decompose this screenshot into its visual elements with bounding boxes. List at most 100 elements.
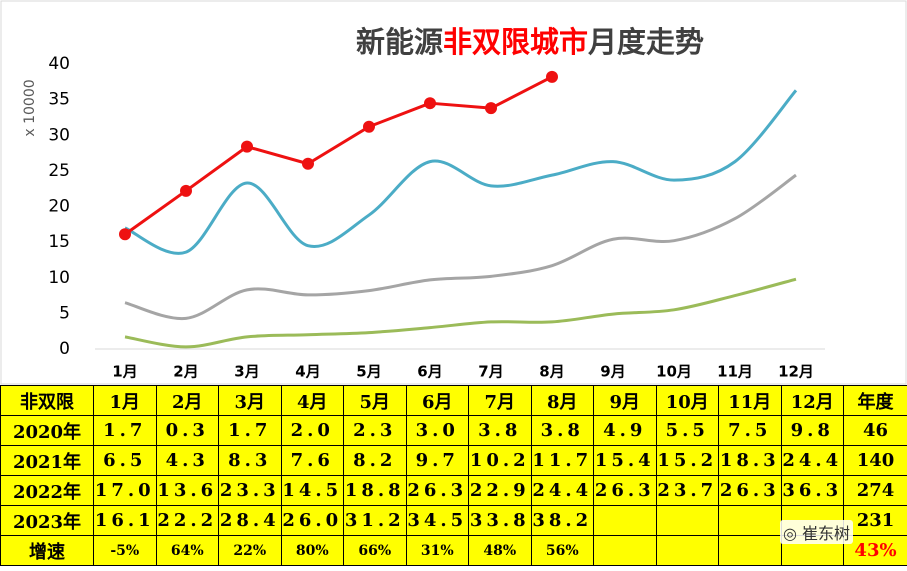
y-tick-label: 25 [48,161,70,181]
value-cell: 26.3 [718,475,782,506]
value-cell: 24.4 [780,445,844,476]
growth-cell: 66% [343,535,407,566]
data-point [180,184,192,197]
value-cell: 18.3 [718,445,782,476]
value-cell: 36.3 [780,475,844,506]
value-cell: 33.8 [468,505,532,536]
growth-cell [718,535,782,566]
value-cell: 3.0 [405,415,469,446]
x-tick-label: 5月 [356,363,381,381]
data-point [363,120,375,133]
header-cell: 9月 [593,385,657,416]
header-cell: 10月 [655,385,719,416]
header-cell: 8月 [530,385,594,416]
x-tick-label: 12月 [778,363,814,381]
header-cell: 1月 [93,385,157,416]
x-tick-label: 11月 [717,363,753,381]
series-line [124,277,797,349]
value-cell: 38.2 [530,505,594,536]
y-tick-label: 35 [48,90,70,110]
value-cell: 5.5 [655,415,719,446]
y-tick-label: 10 [48,268,70,288]
x-tick-label: 8月 [539,363,564,381]
value-cell: 4.3 [155,445,219,476]
x-tick-label: 10月 [656,363,692,381]
header-cell: 11月 [718,385,782,416]
header-cell: 5月 [343,385,407,416]
x-tick-label: 3月 [234,363,259,381]
row-label: 2023年 [0,505,94,536]
series-line [124,89,798,255]
value-cell [655,505,719,536]
header-cell: 4月 [280,385,344,416]
table-row: 非双限 1月 2月 3月 4月 5月 6月 7月 8月 9月 10月 11月 12月 年度 [0,385,907,416]
watermark: ◎ 崔东树 [780,520,854,544]
value-cell: 16.1 [93,505,157,536]
value-cell: 31.2 [343,505,407,536]
row-label: 2021年 [0,445,94,476]
chart-title: 新能源非双限城市月度走势 [356,25,704,59]
y-tick-label: 20 [48,197,70,217]
value-cell: 1.7 [218,415,282,446]
growth-cell: 56% [530,535,594,566]
growth-cell: 48% [468,535,532,566]
growth-cell [593,535,657,566]
chart: 新能源非双限城市月度走势 x 10000 0 5 10 15 20 25 30 35 40 1月 2… [0,0,907,385]
header-cell: 7月 [468,385,532,416]
x-tick-label: 6月 [417,363,442,381]
table-row: 2022年 17.0 13.6 23.3 14.5 18.8 26.3 22.9 24.4 26.… [0,475,907,506]
y-tick-label: 40 [48,54,70,74]
value-cell: 9.8 [780,415,844,446]
value-cell: 22.9 [468,475,532,506]
header-cell: 年度 [843,385,907,416]
x-tick-label: 9月 [600,363,625,381]
row-label: 2020年 [0,415,94,446]
data-point [485,102,497,115]
value-cell: 9.7 [405,445,469,476]
x-tick-label: 7月 [478,363,503,381]
header-cell: 3月 [218,385,282,416]
header-cell: 6月 [405,385,469,416]
value-cell: 2.3 [343,415,407,446]
x-tick-label: 2月 [173,363,198,381]
series-line [124,75,553,236]
x-tick-label: 4月 [295,363,320,381]
watermark-text: 崔东树 [802,524,851,543]
value-cell: 6.5 [93,445,157,476]
data-table: 非双限 1月 2月 3月 4月 5月 6月 7月 8月 9月 10月 11月 12月 年度 2020年 1.7… [0,385,907,566]
value-cell: 0.3 [155,415,219,446]
value-cell: 2.0 [280,415,344,446]
value-cell: 7.6 [280,445,344,476]
row-label: 增速 [0,535,94,566]
title-part: 非双限城市 [443,25,588,59]
value-cell: 26.0 [280,505,344,536]
value-cell: 26.3 [593,475,657,506]
value-cell: 10.2 [468,445,532,476]
value-cell: 13.6 [155,475,219,506]
y-tick-label: 5 [59,303,70,323]
value-cell: 18.8 [343,475,407,506]
data-point [241,140,253,153]
value-cell: 24.4 [530,475,594,506]
data-point [546,70,558,83]
value-cell: 8.3 [218,445,282,476]
data-point [119,228,131,241]
table-row: 2020年 1.7 0.3 1.7 2.0 2.3 3.0 3.8 3.8 4.9 5.5 7.5 9.… [0,415,907,446]
title-part: 月度走势 [587,25,704,59]
y-tick-label: 0 [59,339,70,359]
y-tick-label: 30 [48,125,70,145]
value-cell: 15.2 [655,445,719,476]
growth-cell: 22% [218,535,282,566]
table-row: 增速 -5% 64% 22% 80% 66% 31% 48% 56% 43% [0,535,907,566]
value-cell: 26.3 [405,475,469,506]
data-point [424,97,436,110]
growth-cell: 80% [280,535,344,566]
total-cell: 46 [843,415,907,446]
value-cell: 4.9 [593,415,657,446]
value-cell: 28.4 [218,505,282,536]
table-row: 2021年 6.5 4.3 8.3 7.6 8.2 9.7 10.2 11.7 15.4 15.2 1… [0,445,907,476]
value-cell: 8.2 [343,445,407,476]
value-cell: 23.7 [655,475,719,506]
total-cell: 274 [843,475,907,506]
